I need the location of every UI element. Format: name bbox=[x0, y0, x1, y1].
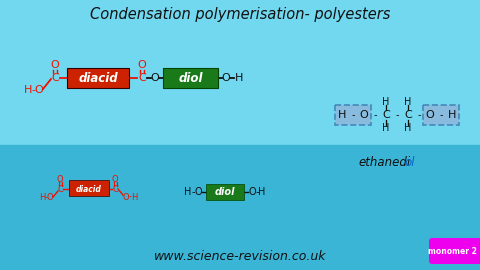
Text: -: - bbox=[417, 110, 421, 120]
FancyBboxPatch shape bbox=[335, 105, 371, 125]
Text: H: H bbox=[39, 194, 45, 202]
Text: C: C bbox=[138, 73, 146, 83]
Text: -: - bbox=[31, 85, 35, 95]
Text: diol: diol bbox=[215, 187, 235, 197]
Text: H: H bbox=[404, 123, 412, 133]
Text: -: - bbox=[45, 194, 48, 202]
Text: O: O bbox=[360, 110, 368, 120]
Text: -: - bbox=[439, 110, 443, 120]
Text: C: C bbox=[404, 110, 412, 120]
Text: O: O bbox=[35, 85, 43, 95]
Text: O: O bbox=[151, 73, 159, 83]
Text: -: - bbox=[351, 110, 355, 120]
Text: C: C bbox=[57, 184, 63, 194]
Text: O: O bbox=[47, 194, 53, 202]
Text: O: O bbox=[123, 193, 129, 201]
Text: H: H bbox=[382, 123, 390, 133]
Text: H: H bbox=[131, 193, 137, 201]
FancyBboxPatch shape bbox=[163, 68, 218, 88]
FancyBboxPatch shape bbox=[206, 184, 244, 200]
Text: H: H bbox=[404, 97, 412, 107]
FancyBboxPatch shape bbox=[67, 68, 129, 88]
Text: diacid: diacid bbox=[76, 184, 102, 194]
Text: -: - bbox=[129, 193, 132, 201]
Text: O: O bbox=[138, 60, 146, 70]
Bar bbox=[0, 0, 480, 145]
Text: O: O bbox=[112, 176, 118, 184]
Text: O: O bbox=[57, 176, 63, 184]
Text: O: O bbox=[194, 187, 202, 197]
Text: monomer 2: monomer 2 bbox=[428, 248, 477, 256]
FancyBboxPatch shape bbox=[429, 238, 480, 264]
Text: -: - bbox=[395, 110, 399, 120]
Text: -: - bbox=[255, 187, 259, 197]
Text: www.science-revision.co.uk: www.science-revision.co.uk bbox=[154, 251, 326, 264]
Text: H: H bbox=[235, 73, 243, 83]
Text: O: O bbox=[50, 60, 60, 70]
Text: diol: diol bbox=[178, 72, 203, 85]
Text: H: H bbox=[382, 97, 390, 107]
FancyBboxPatch shape bbox=[69, 180, 109, 196]
Text: -: - bbox=[191, 187, 195, 197]
Text: Condensation polymerisation- polyesters: Condensation polymerisation- polyesters bbox=[90, 6, 390, 22]
Text: ethanedi: ethanedi bbox=[358, 156, 410, 168]
Text: O: O bbox=[248, 187, 256, 197]
Text: C: C bbox=[112, 184, 118, 194]
Text: diacid: diacid bbox=[78, 72, 118, 85]
Text: H: H bbox=[448, 110, 456, 120]
FancyBboxPatch shape bbox=[423, 105, 459, 125]
Text: H: H bbox=[184, 187, 192, 197]
Text: C: C bbox=[382, 110, 390, 120]
Text: H: H bbox=[338, 110, 346, 120]
Text: H: H bbox=[258, 187, 266, 197]
Text: H: H bbox=[24, 85, 32, 95]
Text: O: O bbox=[426, 110, 434, 120]
Text: O: O bbox=[222, 73, 230, 83]
Bar bbox=[0, 145, 480, 270]
Text: ol: ol bbox=[404, 156, 415, 168]
Text: C: C bbox=[51, 73, 59, 83]
Text: -: - bbox=[373, 110, 377, 120]
